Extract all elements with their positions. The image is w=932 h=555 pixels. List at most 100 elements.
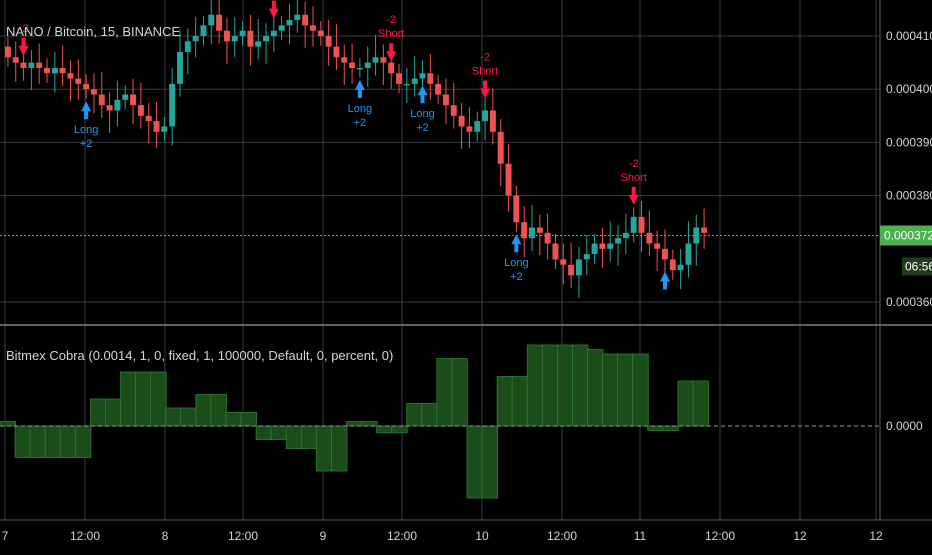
arrow-up-shaft xyxy=(357,88,362,98)
candle xyxy=(560,243,567,284)
candle-body xyxy=(630,216,637,233)
histogram-bar xyxy=(210,394,227,427)
histogram-bar xyxy=(165,407,182,427)
candle xyxy=(489,88,496,145)
candle xyxy=(263,23,270,64)
histogram-bar xyxy=(436,358,453,427)
histogram-bar xyxy=(105,398,122,427)
candle xyxy=(591,233,598,264)
time-tick-label: 9 xyxy=(320,529,327,543)
time-tick-label: 12:00 xyxy=(547,529,577,543)
histogram-bar xyxy=(315,425,333,472)
candle-body xyxy=(575,259,582,276)
histogram-bar xyxy=(180,407,197,427)
histogram-bar xyxy=(240,412,257,427)
candle-body xyxy=(638,216,645,233)
candle-body xyxy=(286,20,293,26)
candle-body xyxy=(544,232,551,244)
candle-body xyxy=(106,105,113,111)
candle-body xyxy=(349,62,356,68)
candle xyxy=(192,16,199,58)
signals: -2 Long +2 -2 Long +2 Short -2 Long +2 Short -2 Long… xyxy=(18,0,670,290)
candle xyxy=(12,41,19,82)
candle-body xyxy=(20,62,27,68)
histogram-bar xyxy=(74,425,92,458)
candle-body xyxy=(59,67,66,74)
histogram-bar xyxy=(647,425,664,431)
candle-body xyxy=(216,14,223,31)
histogram-bar xyxy=(346,421,363,427)
histogram-bar xyxy=(632,353,649,427)
candle-body xyxy=(474,121,481,132)
histogram-bar xyxy=(300,425,318,449)
indicator-title: Bitmex Cobra (0.0014, 1, 0, fixed, 1, 10… xyxy=(6,348,393,363)
short-value-label: -2 xyxy=(386,14,396,26)
histogram-bar xyxy=(526,344,544,427)
candle xyxy=(184,28,191,75)
candle-body xyxy=(114,99,121,111)
candle xyxy=(521,206,528,258)
candle-body xyxy=(122,94,129,100)
histogram-bar xyxy=(692,380,709,427)
candle-body xyxy=(482,110,489,122)
candle-body xyxy=(177,51,183,84)
candle-body xyxy=(231,36,238,42)
histogram-bar xyxy=(421,403,438,427)
candle xyxy=(607,221,614,262)
last-price-badge xyxy=(880,225,932,246)
candle xyxy=(325,20,332,66)
histogram-bar xyxy=(14,425,32,458)
candle-body xyxy=(685,243,692,265)
candle xyxy=(396,63,402,94)
arrow-up-shaft xyxy=(420,94,425,104)
candle-body xyxy=(529,227,535,239)
candle xyxy=(90,73,97,114)
candle-body xyxy=(513,195,520,223)
histogram-bar xyxy=(481,425,499,499)
candle xyxy=(435,74,442,105)
candle xyxy=(145,103,152,144)
candle xyxy=(231,16,238,58)
candle-body xyxy=(90,89,97,95)
candle-body xyxy=(184,41,191,52)
candle xyxy=(294,0,301,33)
candle-body xyxy=(427,73,434,84)
candle xyxy=(630,207,637,243)
candle xyxy=(67,60,74,101)
candle-body xyxy=(607,243,614,249)
price-tick-label: 0.0003900 xyxy=(886,135,932,149)
candle-body xyxy=(505,163,512,196)
long-value-label: +2 xyxy=(354,117,367,129)
price-tick-label: 0.0004000 xyxy=(886,82,932,96)
histogram-bar xyxy=(406,403,423,427)
candle-body xyxy=(310,25,316,31)
candle-body xyxy=(654,243,661,249)
candle xyxy=(677,248,684,290)
candle-body xyxy=(497,131,504,164)
histogram-bar xyxy=(59,425,77,458)
candle xyxy=(255,18,262,60)
candle-body xyxy=(615,238,622,244)
candle-body xyxy=(489,110,496,132)
candle xyxy=(544,213,551,260)
candle xyxy=(310,6,316,47)
candle xyxy=(529,205,535,251)
candle-body xyxy=(701,227,708,233)
countdown-label: 06:56 xyxy=(905,260,932,274)
histogram-bar xyxy=(361,421,378,427)
candle-body xyxy=(12,57,19,63)
candle-body xyxy=(364,62,371,68)
long-value-label: +2 xyxy=(510,271,523,283)
candle xyxy=(669,249,676,280)
short-signal: Short -2 xyxy=(621,158,647,205)
candle-body xyxy=(294,14,301,21)
candle xyxy=(106,92,113,133)
candle xyxy=(513,186,520,232)
candle xyxy=(474,111,481,142)
candle xyxy=(216,0,223,44)
candle-body xyxy=(536,227,543,233)
candle-body xyxy=(223,30,230,42)
histogram-bar xyxy=(195,394,212,427)
candle xyxy=(83,74,90,99)
